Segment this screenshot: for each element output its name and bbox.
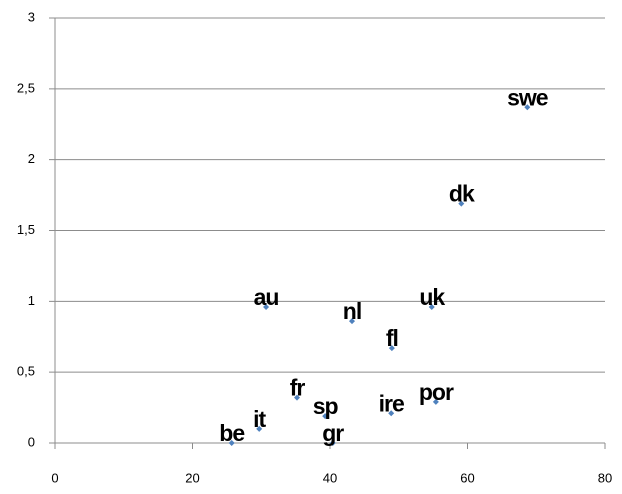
point-label: sp: [313, 393, 339, 419]
point-label: au: [254, 284, 279, 310]
y-tick-label: 3: [28, 9, 35, 24]
marker: [458, 200, 465, 207]
y-tick-label: 1,5: [17, 222, 35, 237]
y-tick-label: 2: [28, 151, 35, 166]
point-label: por: [419, 379, 454, 405]
marker: [228, 440, 235, 446]
point-label: nl: [343, 298, 361, 324]
marker: [263, 304, 270, 310]
marker: [388, 410, 395, 417]
point-label: swe: [507, 84, 548, 110]
point-label: fr: [290, 375, 306, 401]
y-tick-label: 1: [28, 293, 35, 308]
y-tick-label: 0,5: [17, 364, 35, 379]
point-label: uk: [419, 284, 445, 310]
marker: [388, 345, 395, 352]
marker: [524, 104, 531, 111]
y-tick-label: 0: [28, 434, 35, 449]
x-tick-label: 60: [460, 470, 474, 485]
marker: [329, 440, 336, 446]
x-tick-label: 20: [185, 470, 199, 485]
marker: [349, 318, 355, 325]
point-label: ire: [379, 390, 404, 416]
marker: [256, 425, 263, 432]
point-label: fl: [386, 325, 398, 351]
point-label: be: [219, 420, 244, 446]
marker: [432, 398, 439, 405]
marker: [294, 394, 300, 401]
marker: [428, 304, 435, 310]
point-label: dk: [449, 181, 475, 207]
point-label: gr: [322, 420, 344, 446]
x-tick-label: 40: [323, 470, 337, 485]
x-tick-label: 80: [598, 470, 612, 485]
y-tick-label: 2,5: [17, 80, 35, 95]
point-label: it: [253, 406, 266, 432]
x-tick-label: 0: [51, 470, 58, 485]
marker: [322, 413, 329, 420]
